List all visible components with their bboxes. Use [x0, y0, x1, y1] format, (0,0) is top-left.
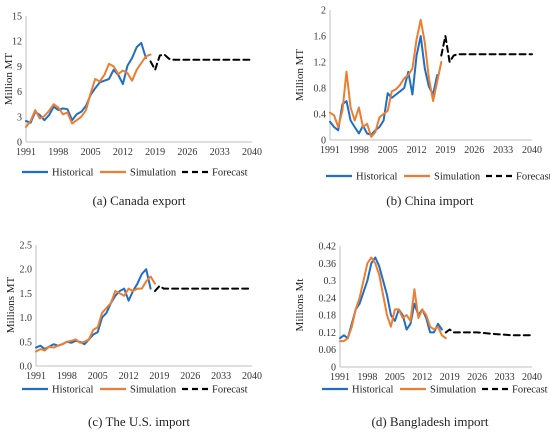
y-tick-label: 2.5 [20, 241, 33, 252]
chart-panel-4: 0 0.06 0.12 0.18 0.24 0.3 0.36 0.42 1991 1998 2005… [294, 242, 548, 430]
x-tick-label: 2026 [467, 372, 487, 383]
series-line-simulation [25, 53, 152, 128]
legend-label-historical: Historical [52, 385, 93, 396]
y-tick-label: 15 [12, 12, 22, 23]
chart-caption: (b) China import [386, 193, 474, 208]
x-tick-label: 2033 [495, 372, 515, 383]
chart-caption: (d) Bangladesh import [372, 414, 489, 429]
legend: Historical Simulation Forecast [322, 385, 548, 396]
series-line-simulation [339, 256, 447, 343]
legend-label-historical: Historical [352, 385, 393, 396]
x-tick-label: 1991 [330, 372, 350, 383]
series-line-forecast [154, 285, 253, 292]
legend: Historical Simulation Forecast [326, 172, 550, 183]
x-tick-label: 2026 [180, 371, 200, 382]
x-tick-label: 2005 [88, 371, 108, 382]
y-tick-label: 1.6 [314, 32, 327, 43]
series-line-simulation [35, 275, 156, 353]
y-tick-label: 0.06 [319, 345, 337, 356]
y-tick-label: 0.42 [319, 242, 337, 253]
y-axis-title: Million MT [294, 49, 306, 102]
y-tick-label: 0 [331, 363, 336, 374]
x-tick-label: 1991 [320, 145, 340, 156]
series-line-forecast [444, 328, 533, 337]
y-tick-label: 6 [17, 87, 22, 98]
x-tick-label: 1998 [57, 371, 77, 382]
y-tick-label: 1.0 [20, 313, 33, 324]
x-tick-label: 2012 [113, 147, 133, 158]
legend-label-historical: Historical [356, 172, 397, 183]
legend-label-forecast: Forecast [516, 172, 550, 183]
series-line-simulation [329, 18, 443, 138]
x-tick-label: 2019 [149, 371, 169, 382]
x-tick-label: 1998 [48, 147, 68, 158]
chart-panel-2: 0 0.4 0.8 1.2 1.6 2 1991 1998 2005 2012 2019 2026 20… [294, 6, 550, 209]
y-tick-label: 0.8 [314, 84, 327, 95]
x-tick-label: 2033 [211, 371, 231, 382]
x-tick-label: 2005 [81, 147, 101, 158]
x-tick-label: 2019 [145, 147, 165, 158]
y-tick-label: 0.3 [324, 276, 337, 287]
x-tick-label: 2012 [119, 371, 139, 382]
y-tick-label: 0.5 [20, 337, 33, 348]
y-tick-label: 0.4 [314, 110, 327, 121]
x-tick-label: 2040 [522, 372, 542, 383]
legend-label-forecast: Forecast [212, 168, 248, 179]
x-tick-label: 1998 [357, 372, 377, 383]
chart-panel-1: 0 3 6 9 12 15 1991 1998 2005 2012 2019 2026 2033 2040… [3, 12, 262, 209]
x-tick-label: 1991 [26, 371, 46, 382]
legend: Historical Simulation Forecast [22, 385, 248, 396]
legend-label-simulation: Simulation [130, 168, 177, 179]
chart-caption: (a) Canada export [92, 193, 186, 208]
series-line-historical [329, 35, 439, 136]
legend-label-simulation: Simulation [434, 172, 481, 183]
x-tick-label: 2019 [435, 145, 455, 156]
y-axis-title: Millions Mt [294, 279, 306, 332]
x-tick-label: 2005 [385, 372, 405, 383]
y-tick-label: 3 [17, 112, 22, 123]
series-line-historical [35, 268, 152, 351]
y-axis-title: Millions MT [5, 276, 17, 333]
x-tick-label: 2012 [407, 145, 427, 156]
x-tick-label: 2040 [522, 145, 542, 156]
legend: Historical Simulation Forecast [22, 168, 248, 179]
y-axis-title: Million MT [3, 53, 15, 106]
x-tick-label: 1991 [16, 147, 36, 158]
y-tick-label: 0.36 [319, 259, 337, 270]
y-tick-label: 1.5 [20, 289, 33, 300]
x-tick-label: 2040 [242, 371, 262, 382]
y-tick-label: 0.24 [319, 293, 337, 304]
x-tick-label: 2026 [177, 147, 197, 158]
y-tick-label: 1.2 [314, 58, 327, 69]
x-tick-label: 2033 [493, 145, 513, 156]
x-tick-label: 2005 [378, 145, 398, 156]
chart-caption: (c) The U.S. import [88, 414, 190, 429]
y-tick-label: 0.0 [20, 362, 33, 373]
x-tick-label: 2019 [440, 372, 460, 383]
y-tick-label: 9 [17, 62, 22, 73]
legend-label-forecast: Forecast [212, 385, 248, 396]
legend-label-simulation: Simulation [130, 385, 177, 396]
legend-label-historical: Historical [52, 168, 93, 179]
y-tick-label: 0 [17, 138, 22, 149]
x-tick-label: 2033 [210, 147, 230, 158]
legend-label-simulation: Simulation [430, 385, 477, 396]
y-tick-label: 2.0 [20, 265, 33, 276]
x-tick-label: 2026 [464, 145, 484, 156]
legend-label-forecast: Forecast [512, 385, 548, 396]
chart-panel-3: 0.0 0.5 1.0 1.5 2.0 2.5 1991 1998 2005 2012 2019 20… [5, 241, 262, 430]
y-tick-label: 2 [321, 6, 326, 17]
x-tick-label: 2012 [412, 372, 432, 383]
x-tick-label: 1998 [349, 145, 369, 156]
y-tick-label: 0 [321, 136, 326, 147]
y-tick-label: 0.18 [319, 311, 337, 322]
y-tick-label: 12 [12, 37, 22, 48]
y-tick-label: 0.12 [319, 328, 337, 339]
series-line-forecast [440, 35, 533, 63]
x-tick-label: 2040 [242, 147, 262, 158]
series-line-forecast [149, 53, 253, 71]
